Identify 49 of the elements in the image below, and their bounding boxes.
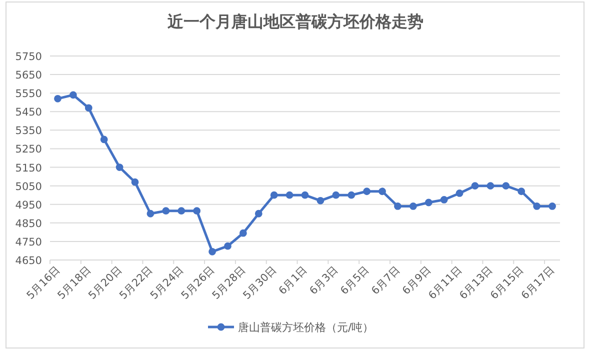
y-tick-label: 5250 [15,144,42,156]
point [84,104,92,112]
point [208,248,216,256]
point [394,202,402,210]
point [440,196,448,204]
point [424,198,432,206]
point [270,191,278,199]
y-tick-label: 4850 [15,218,42,230]
point [502,182,510,190]
point [286,191,294,199]
y-tick-label: 5550 [15,88,42,100]
point [224,242,232,250]
point [548,202,556,210]
point [146,210,154,218]
point [533,202,541,210]
x-tick-label: 6月7日 [369,264,403,298]
point [348,191,356,199]
y-tick-label: 4750 [15,236,42,248]
y-tick-label: 4950 [15,199,42,212]
y-tick-label: 5150 [15,162,42,174]
point [378,188,386,196]
point [332,191,340,199]
y-tick-label: 4650 [15,255,42,267]
point [54,94,62,102]
point [162,207,170,215]
point [471,182,479,190]
point [131,178,139,186]
y-tick-label: 5650 [15,70,42,82]
x-tick-label: 6月1日 [276,264,310,298]
point [239,229,247,237]
point [178,207,186,215]
point [363,188,371,196]
point [518,188,526,196]
point [316,196,324,204]
point [486,182,494,190]
point [301,191,309,199]
point [456,190,464,197]
y-tick-label: 5350 [15,125,42,138]
point [193,207,201,215]
legend-label: 唐山普碳方坯价格（元/吨） [238,321,374,334]
point [116,164,124,171]
y-tick-label: 5450 [15,106,42,119]
point [254,210,262,218]
point [409,202,417,210]
point [69,91,77,99]
chart-title: 近一个月唐山地区普碳方坯价格走势 [166,12,424,31]
y-tick-label: 5750 [15,51,42,63]
y-tick-label: 5050 [15,180,42,193]
point [100,136,108,144]
